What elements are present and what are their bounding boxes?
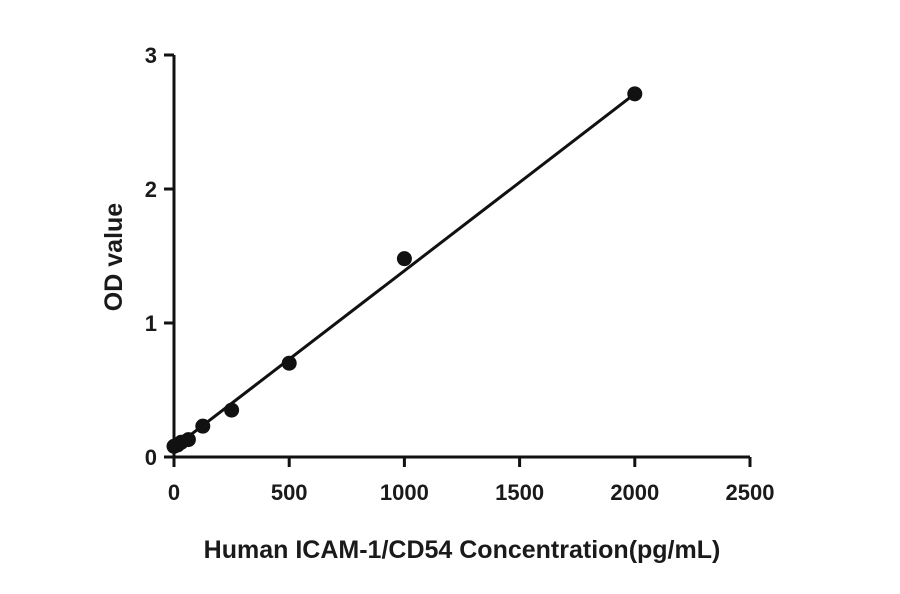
- x-tick-label: 500: [271, 480, 308, 505]
- fit-line-layer: [172, 92, 637, 450]
- y-tick-label: 3: [145, 43, 157, 68]
- x-tick-label: 0: [168, 480, 180, 505]
- x-tick-label: 1500: [495, 480, 544, 505]
- data-point: [396, 251, 412, 267]
- x-tick-label: 1000: [380, 480, 429, 505]
- y-tick-label: 0: [145, 445, 157, 470]
- y-tick-label: 2: [145, 177, 157, 202]
- data-point: [281, 355, 297, 371]
- data-point: [195, 418, 211, 434]
- data-point: [180, 432, 196, 448]
- y-axis-title: OD value: [100, 203, 128, 311]
- fit-line: [172, 92, 637, 450]
- data-point: [224, 402, 240, 418]
- x-axis: 0 500 1000 1500 2000 2500: [168, 455, 775, 505]
- y-axis: 0 1 2 3: [145, 43, 176, 470]
- y-tick-label: 1: [145, 311, 157, 336]
- data-point: [627, 86, 643, 102]
- x-tick-label: 2500: [726, 480, 775, 505]
- x-tick-label: 2000: [610, 480, 659, 505]
- x-axis-title: Human ICAM-1/CD54 Concentration(pg/mL): [204, 536, 721, 564]
- data-points-layer: [166, 86, 643, 454]
